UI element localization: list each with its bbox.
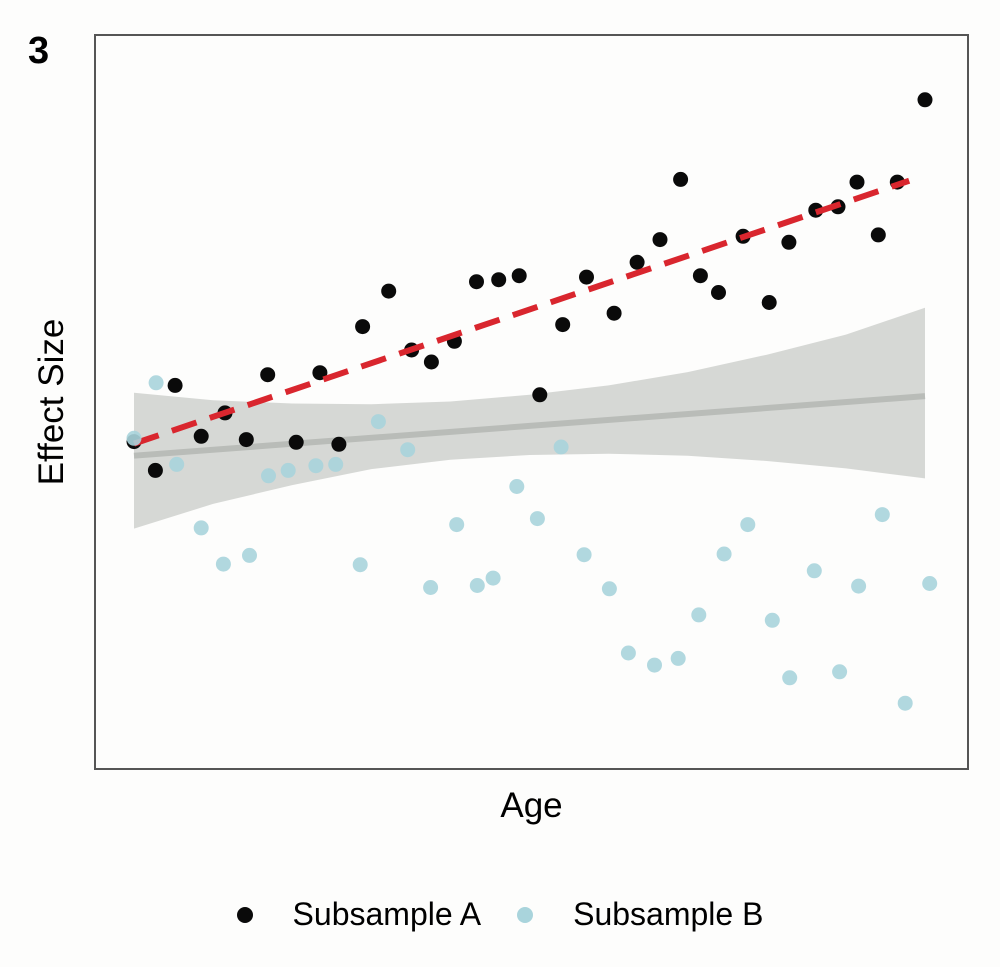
point-b bbox=[370, 414, 386, 430]
point-b bbox=[832, 664, 848, 680]
legend-item-subsample-a: Subsample A bbox=[236, 896, 482, 933]
x-axis-label: Age bbox=[500, 786, 563, 825]
point-b bbox=[620, 645, 636, 661]
legend-label-b: Subsample B bbox=[573, 896, 764, 932]
point-a bbox=[652, 232, 668, 248]
point-a bbox=[761, 295, 777, 310]
point-a bbox=[381, 283, 397, 299]
point-b bbox=[400, 442, 416, 458]
point-b bbox=[328, 456, 344, 472]
trend-line-a bbox=[133, 177, 911, 447]
point-a bbox=[781, 234, 797, 250]
point-a bbox=[288, 434, 304, 450]
point-a bbox=[147, 462, 163, 478]
point-b bbox=[806, 563, 822, 579]
point-a bbox=[692, 268, 708, 284]
point-a bbox=[260, 367, 276, 383]
point-b bbox=[308, 458, 324, 474]
point-b bbox=[280, 462, 296, 478]
point-a bbox=[491, 272, 507, 288]
trend-line-b bbox=[133, 393, 926, 459]
y-axis-label: Effect Size bbox=[32, 318, 71, 486]
point-b bbox=[601, 581, 617, 597]
legend-label-a: Subsample A bbox=[292, 896, 482, 932]
point-b bbox=[782, 670, 798, 686]
legend-marker-a bbox=[236, 906, 253, 923]
point-a bbox=[511, 268, 527, 284]
point-b bbox=[193, 520, 209, 536]
point-a bbox=[711, 285, 726, 300]
plot-frame bbox=[94, 34, 969, 770]
point-a bbox=[606, 305, 622, 321]
point-b bbox=[851, 578, 867, 594]
point-a bbox=[849, 174, 865, 190]
point-b bbox=[670, 650, 686, 666]
point-a bbox=[917, 92, 933, 108]
point-b bbox=[261, 468, 276, 484]
point-a bbox=[673, 171, 689, 187]
confidence-band-layer bbox=[134, 307, 925, 529]
point-b bbox=[922, 576, 938, 591]
point-b bbox=[897, 695, 913, 711]
point-b bbox=[242, 547, 257, 563]
point-b bbox=[740, 517, 756, 533]
point-b bbox=[529, 511, 545, 527]
point-b bbox=[423, 580, 439, 595]
point-b bbox=[485, 570, 501, 586]
point-a bbox=[331, 436, 347, 452]
point-b bbox=[716, 546, 732, 562]
point-a bbox=[167, 377, 183, 393]
point-a bbox=[193, 428, 209, 444]
trend-b-layer bbox=[133, 393, 926, 459]
point-a bbox=[532, 387, 548, 403]
legend-item-subsample-b: Subsample B bbox=[517, 896, 763, 933]
point-b bbox=[509, 479, 525, 494]
subsample-b-points bbox=[126, 375, 938, 711]
panel-label: 3 bbox=[28, 30, 50, 72]
legend-marker-b bbox=[517, 906, 534, 923]
point-b bbox=[449, 517, 465, 533]
point-b bbox=[691, 607, 707, 623]
point-b bbox=[126, 430, 142, 446]
point-a bbox=[579, 269, 594, 285]
point-b bbox=[576, 547, 592, 563]
point-a bbox=[355, 319, 371, 335]
point-a bbox=[870, 227, 886, 243]
trend-a-layer bbox=[133, 177, 911, 447]
point-a bbox=[238, 432, 254, 448]
point-b bbox=[553, 439, 569, 455]
point-b bbox=[352, 557, 368, 573]
point-b bbox=[148, 375, 164, 391]
point-b bbox=[215, 556, 231, 572]
point-a bbox=[555, 317, 571, 333]
point-b bbox=[647, 657, 662, 673]
point-b bbox=[764, 612, 780, 628]
point-b bbox=[469, 578, 485, 593]
point-a bbox=[423, 354, 439, 370]
legend: Subsample A Subsample B bbox=[0, 896, 1000, 933]
point-b bbox=[169, 456, 185, 472]
confidence-band bbox=[134, 307, 925, 529]
point-a bbox=[629, 254, 645, 270]
point-b bbox=[874, 507, 890, 523]
point-a bbox=[469, 274, 484, 290]
